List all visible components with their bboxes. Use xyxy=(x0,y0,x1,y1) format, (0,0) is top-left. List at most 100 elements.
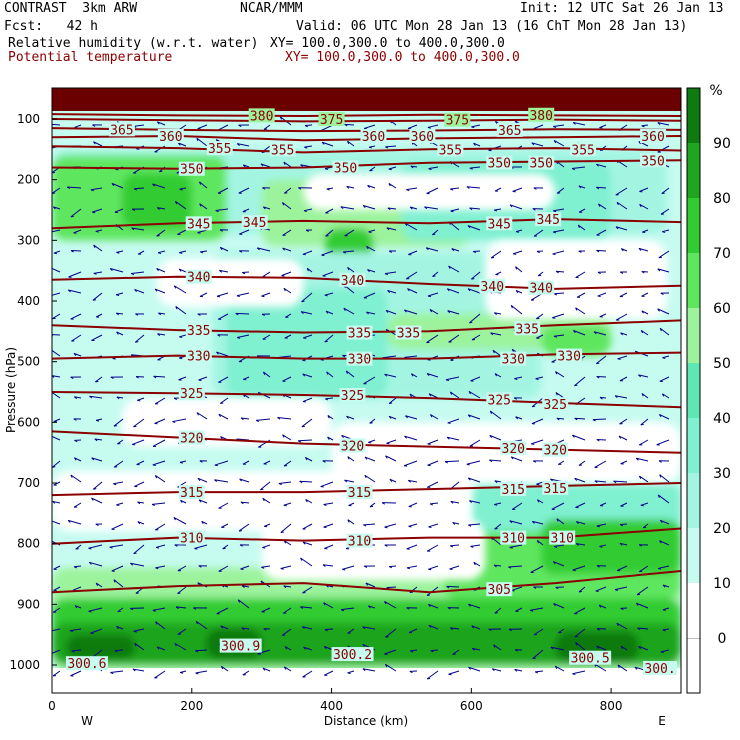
isentropes xyxy=(52,113,681,594)
y-tick-label: 900 xyxy=(17,597,40,611)
wind-vector xyxy=(326,187,334,190)
wind-vector xyxy=(283,502,292,506)
wind-vector-head xyxy=(174,544,178,547)
wind-vector-head xyxy=(533,187,537,190)
wind-vector xyxy=(426,373,439,378)
wind-vector xyxy=(111,523,124,530)
wind-vector-head xyxy=(508,628,512,632)
wind-vector xyxy=(52,292,61,296)
wind-vector xyxy=(537,499,544,504)
wind-vector-head xyxy=(638,374,642,378)
wind-vector xyxy=(469,166,481,169)
wind-vector-head xyxy=(388,183,391,187)
wind-vector xyxy=(533,124,544,129)
wind-vector xyxy=(536,313,544,320)
wind-vector xyxy=(445,376,460,381)
wind-vector xyxy=(52,520,61,525)
wind-vector-head xyxy=(327,436,330,440)
wind-vector-head xyxy=(216,295,221,298)
wind-vector xyxy=(71,649,82,652)
wind-vector xyxy=(302,626,313,630)
wind-vector-head xyxy=(237,337,241,339)
contour-label-bg xyxy=(542,480,569,495)
wind-vector-head xyxy=(70,250,74,253)
wind-vector xyxy=(134,642,145,651)
wind-vector xyxy=(430,414,439,420)
wind-vector xyxy=(577,224,586,231)
wind-vector xyxy=(620,645,628,651)
wind-vector-head xyxy=(306,268,309,272)
wind-vector xyxy=(301,311,313,315)
wind-vector xyxy=(199,292,208,297)
wind-vector-head xyxy=(109,546,113,549)
contour-label-bg xyxy=(185,216,212,231)
wind-vector xyxy=(93,271,103,274)
wind-vector-head xyxy=(409,670,413,674)
wind-vector xyxy=(367,269,376,273)
wind-vector-head xyxy=(638,141,641,145)
wind-vector xyxy=(52,649,61,654)
wind-vector xyxy=(660,208,670,215)
wind-vector-head xyxy=(299,480,303,484)
wind-vector xyxy=(344,229,355,237)
wind-vector-head xyxy=(620,645,624,650)
wind-vector xyxy=(197,477,208,483)
wind-vector-head xyxy=(592,419,596,422)
wind-vector xyxy=(450,627,460,630)
contour-label: 340 xyxy=(529,282,552,297)
contour-label-bg xyxy=(444,112,471,127)
wind-vector xyxy=(452,649,460,655)
wind-vector xyxy=(301,292,313,303)
wind-vector xyxy=(407,124,418,129)
wind-vector-head xyxy=(298,187,302,190)
isentrope-345 xyxy=(52,218,681,230)
rh-dry-region xyxy=(156,258,304,308)
wind-vector xyxy=(385,628,397,638)
wind-vector-head xyxy=(509,520,513,524)
wind-vector xyxy=(218,502,229,509)
wind-vector-head xyxy=(554,546,558,549)
wind-vector xyxy=(262,497,271,504)
wind-vector xyxy=(302,250,313,255)
wind-vector-head xyxy=(240,501,244,505)
wind-vector xyxy=(257,247,271,252)
contour-label: 305 xyxy=(488,583,511,598)
wind-vector xyxy=(466,460,481,465)
wind-vector xyxy=(75,544,82,550)
wind-vector xyxy=(427,460,439,466)
wind-vector-head xyxy=(201,521,204,525)
wind-vector xyxy=(596,645,607,651)
wind-vector xyxy=(508,565,523,568)
wind-vector xyxy=(515,290,523,294)
wind-vector-head xyxy=(658,414,662,418)
wind-vector-head xyxy=(214,464,218,467)
wind-vector xyxy=(114,649,124,652)
contour-label: 335 xyxy=(348,327,371,342)
wind-vector-head xyxy=(135,376,139,379)
wind-vector xyxy=(511,586,523,591)
wind-vector-head xyxy=(552,253,556,256)
wind-vector xyxy=(365,582,376,588)
axes: 100 200 300 400 500 600 700 800 900 1000 0 200 400 60… xyxy=(9,112,622,713)
wind-vector xyxy=(68,519,82,525)
wind-vector-head xyxy=(552,561,556,565)
wind-vector xyxy=(175,306,187,315)
wind-vector-head xyxy=(616,622,619,626)
wind-vector xyxy=(72,586,82,591)
wind-vector-head xyxy=(597,271,601,275)
wind-vector xyxy=(511,456,523,462)
wind-vector-head xyxy=(110,376,114,379)
wind-vector-head xyxy=(640,423,644,426)
wind-vector xyxy=(368,605,376,609)
wind-vector-head xyxy=(467,477,471,481)
wind-vector-head xyxy=(52,206,56,210)
wind-vector xyxy=(242,460,250,465)
wind-vector-head xyxy=(429,503,434,506)
wind-vector-head xyxy=(515,290,519,294)
wind-vector xyxy=(428,603,439,609)
contour-label: 320 xyxy=(502,442,525,457)
wind-vector-head xyxy=(73,353,77,356)
wind-vector xyxy=(90,628,103,634)
wind-vector-head xyxy=(641,310,644,314)
wind-vector-head xyxy=(432,275,436,277)
